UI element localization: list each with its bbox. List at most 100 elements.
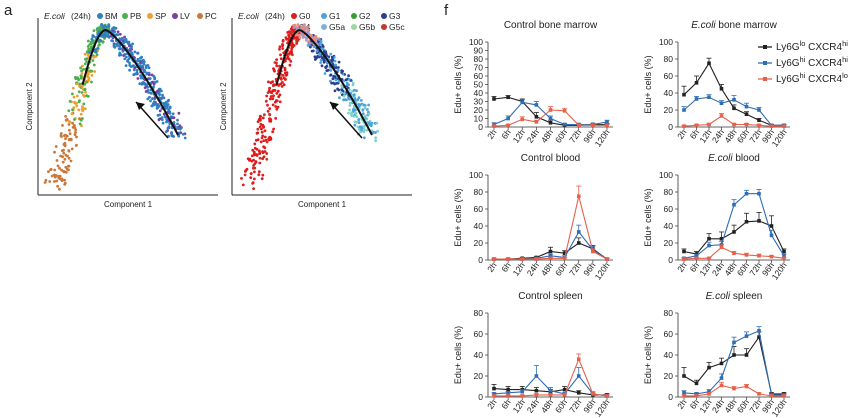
- legend-dot-g3: [381, 13, 387, 19]
- cell-point: [263, 129, 267, 133]
- data-point: [744, 353, 749, 357]
- cell-point: [300, 25, 304, 29]
- cell-point: [276, 89, 280, 93]
- data-point: [782, 249, 786, 254]
- cell-point: [357, 127, 361, 131]
- cell-point: [357, 105, 361, 108]
- cell-point: [100, 23, 103, 26]
- legend-label-g3: G3: [389, 11, 401, 21]
- data-point: [591, 392, 595, 396]
- cell-point: [312, 45, 316, 49]
- data-point: [707, 122, 711, 127]
- cell-point: [276, 105, 280, 109]
- data-point: [707, 95, 711, 100]
- cell-point: [376, 129, 379, 133]
- cell-point: [90, 74, 94, 77]
- cell-point: [259, 140, 263, 144]
- cell-point: [161, 93, 164, 97]
- cell-point: [271, 97, 275, 101]
- cell-point: [330, 55, 334, 59]
- line-chart-2: E.coli bone marrow 0 20 40 60 80 100 Edu+ cells…: [643, 20, 790, 149]
- cell-point: [314, 35, 318, 38]
- trajectory-panel-2: E.coli (24h)G0G1G2G3G4G5aG5bG5cComponent…: [219, 11, 412, 209]
- cell-point: [57, 174, 61, 178]
- cell-point: [78, 122, 82, 126]
- cell-point: [271, 89, 275, 93]
- series-legend: Ly6Glo CXCR4hi Ly6Ghi CXCR4hi Ly6Ghi CXCR4…: [758, 39, 848, 85]
- y-axis-label: Edu+ cells (%): [453, 326, 463, 384]
- y-axis-label: Edu+ cells (%): [643, 55, 653, 113]
- cell-point: [73, 100, 76, 104]
- cell-point: [334, 63, 337, 67]
- data-point: [744, 112, 749, 117]
- cell-point: [74, 128, 78, 132]
- cell-point: [351, 83, 355, 87]
- cell-point: [117, 47, 121, 50]
- trajectory-panel-1: E.coli (24h) BM PB SP LV PC Component 1 Compone…: [25, 11, 218, 209]
- cell-point: [55, 159, 59, 162]
- cell-point: [86, 45, 90, 48]
- cell-point: [260, 127, 263, 131]
- data-point: [682, 108, 686, 112]
- cell-point: [71, 108, 74, 112]
- x-tick-label: 120h: [593, 397, 612, 418]
- cell-point: [319, 61, 322, 64]
- cell-point: [350, 114, 353, 117]
- data-point: [534, 374, 539, 378]
- data-point: [719, 361, 724, 366]
- cell-point: [255, 131, 259, 135]
- cell-point: [63, 134, 66, 138]
- data-point: [694, 123, 699, 128]
- cell-point: [340, 85, 344, 88]
- cell-point: [140, 76, 144, 80]
- cell-point: [275, 99, 279, 103]
- series-line: [683, 335, 784, 395]
- cell-point: [177, 134, 181, 138]
- data-point: [591, 123, 595, 128]
- line-chart-4: E.coli blood 0 20 40 60 80 100 Edu+ cells (%) 2h…: [643, 153, 790, 282]
- cell-point: [347, 74, 350, 78]
- cell-point: [67, 164, 71, 168]
- cell-point: [77, 78, 80, 82]
- cell-point: [79, 74, 83, 78]
- cell-point: [144, 90, 148, 93]
- cell-point: [73, 118, 76, 121]
- y-tick-label: 0: [668, 255, 673, 265]
- cell-point: [132, 73, 136, 76]
- cell-point: [61, 155, 64, 159]
- cell-point: [333, 59, 337, 63]
- cell-point: [295, 36, 298, 40]
- data-point: [719, 101, 724, 105]
- cell-point: [287, 33, 290, 37]
- legend-dot-g1: [321, 13, 327, 19]
- cell-point: [150, 104, 154, 108]
- cell-point: [255, 154, 259, 157]
- cell-point: [87, 76, 91, 80]
- cell-point: [281, 47, 285, 50]
- cell-point: [305, 26, 309, 29]
- cell-point: [362, 130, 366, 134]
- y-axis-label: Edu+ cells (%): [643, 188, 653, 246]
- cell-point: [89, 40, 93, 44]
- y-tick-label: 40: [474, 88, 484, 98]
- cell-point: [300, 32, 304, 36]
- cell-point: [322, 58, 326, 62]
- cell-point: [64, 115, 67, 118]
- legend-dot-sp: [147, 13, 153, 19]
- data-point: [605, 123, 609, 128]
- data-point: [707, 61, 711, 66]
- data-point: [757, 123, 761, 128]
- data-point: [694, 253, 699, 258]
- y-tick-label: 20: [474, 238, 484, 248]
- cell-point: [116, 30, 120, 34]
- cell-point: [164, 130, 168, 134]
- legend-label-lv: LV: [180, 11, 190, 21]
- cell-point: [124, 40, 127, 43]
- cell-point: [96, 46, 100, 50]
- cell-point: [252, 166, 255, 170]
- cell-point: [64, 118, 68, 122]
- data-point: [694, 97, 699, 101]
- cell-point: [304, 36, 308, 40]
